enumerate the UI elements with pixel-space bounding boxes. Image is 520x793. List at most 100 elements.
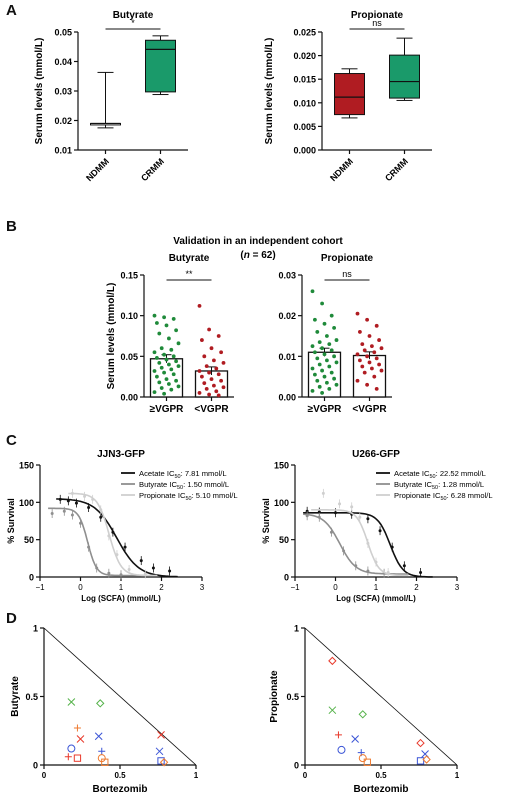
B-butyrate-point bbox=[162, 391, 167, 396]
C-JJN3-point bbox=[70, 491, 74, 495]
B-butyrate-point bbox=[152, 369, 157, 373]
C-JJN3-ytick-label-2: 100 bbox=[19, 498, 34, 508]
B-propionate-point bbox=[362, 370, 367, 375]
A-butyrate-sig-label: * bbox=[131, 18, 135, 28]
B-propionate-point bbox=[360, 342, 365, 347]
B-butyrate-point bbox=[216, 393, 221, 398]
B-propionate-point bbox=[332, 325, 336, 330]
B-butyrate-point bbox=[169, 367, 174, 372]
D-butyrate-point-diamond bbox=[96, 699, 105, 708]
B-propionate-point bbox=[317, 362, 322, 367]
B-propionate-point bbox=[322, 352, 327, 357]
C-JJN3-point bbox=[99, 508, 103, 512]
B-propionate-point bbox=[313, 372, 317, 377]
A-propionate-ylabel: Serum levels (mmol/L) bbox=[264, 38, 275, 145]
B-propionate-point bbox=[327, 364, 332, 369]
B-butyrate-point bbox=[200, 374, 204, 379]
C-U266-series-butyrate bbox=[303, 511, 409, 578]
C-JJN3-xtick-label-0: −1 bbox=[35, 583, 45, 592]
D-butyrate-point-square bbox=[101, 758, 109, 766]
D-butyrate-point-plus bbox=[73, 724, 81, 732]
B-butyrate-point bbox=[209, 377, 214, 382]
B-butyrate-point bbox=[164, 357, 169, 362]
D-propionate-point-diamond bbox=[416, 738, 425, 748]
B-butyrate-point bbox=[219, 350, 224, 355]
C-U266-point bbox=[317, 515, 321, 519]
B-propionate-point bbox=[329, 370, 334, 375]
A-propionate-ytick-label-2: 0.010 bbox=[293, 98, 316, 108]
B-butyrate-points-1 bbox=[197, 304, 226, 398]
B-butyrate-point bbox=[157, 380, 162, 385]
B-propionate-point bbox=[379, 346, 384, 351]
B-propionate-point bbox=[329, 313, 334, 318]
B-butyrate-point bbox=[152, 313, 157, 318]
B-propionate-point bbox=[325, 380, 329, 385]
B-butyrate-point bbox=[155, 374, 159, 379]
D-butyrate-point-plus bbox=[98, 747, 106, 755]
A-propionate-box-crmm bbox=[389, 37, 420, 101]
C-U266-point bbox=[342, 549, 346, 553]
B-propionate-point bbox=[334, 360, 339, 365]
D-propionate-ytick-label-0: 0 bbox=[294, 761, 299, 771]
C-U266-xtick-label-1: 0 bbox=[333, 583, 338, 592]
B-butyrate-point bbox=[164, 377, 169, 382]
D-butyrate-points bbox=[64, 698, 169, 767]
B-butyrate-title: Butyrate bbox=[169, 253, 210, 264]
B-propionate-point bbox=[374, 386, 379, 391]
A-propionate-iqr-box bbox=[334, 73, 365, 116]
A-butyrate-box-crmm bbox=[145, 35, 176, 96]
B-propionate-point bbox=[370, 366, 374, 371]
B-propionate-point bbox=[367, 334, 372, 338]
C-U266-ytick-label-3: 150 bbox=[274, 461, 289, 471]
C-JJN3-ytick-label-3: 150 bbox=[19, 461, 34, 471]
C-JJN3-point bbox=[66, 499, 70, 503]
D-butyrate-point-square bbox=[157, 757, 165, 765]
D-butyrate-ytick-label-2: 1 bbox=[33, 624, 38, 634]
C-JJN3-point bbox=[111, 530, 115, 534]
C-JJN3-xtick-label-2: 1 bbox=[119, 583, 124, 592]
A-butyrate-box-ndmm bbox=[90, 71, 121, 129]
D-propionate-point-plus bbox=[334, 731, 342, 739]
C-JJN3-point bbox=[151, 566, 155, 570]
A-butyrate-xtick-label-0: NDMM bbox=[84, 156, 111, 183]
D-butyrate-ylabel: Butyrate bbox=[10, 676, 21, 717]
B-propionate-point bbox=[370, 344, 374, 349]
B-propionate-point bbox=[313, 350, 317, 355]
C-U266-point bbox=[350, 505, 354, 509]
B-butyrate-point bbox=[214, 366, 219, 371]
A-butyrate-ytick-label-2: 0.03 bbox=[54, 87, 72, 97]
B-butyrate-point bbox=[176, 384, 181, 389]
D-propionate-xtick-label-0: 0 bbox=[303, 771, 308, 780]
C-JJN3-xtick-label-1: 0 bbox=[78, 583, 83, 592]
D-butyrate-chart: 0 0.5 1 Butyrate 0 0.5 1 Bortezomib bbox=[10, 624, 199, 793]
D-butyrate-additivity-line bbox=[43, 627, 197, 766]
B-propionate-point bbox=[315, 330, 320, 334]
D-propionate-xlabel: Bortezomib bbox=[354, 784, 409, 793]
B-propionate-ytick-label-3: 0.03 bbox=[278, 271, 296, 281]
B-butyrate-point bbox=[176, 341, 181, 346]
B-butyrate-ytick-label-1: 0.05 bbox=[120, 352, 138, 362]
panel-label-a: A bbox=[6, 2, 17, 19]
D-propionate-point-diamond bbox=[358, 710, 367, 719]
C-U266-point bbox=[354, 564, 358, 568]
C-JJN3-point bbox=[74, 501, 78, 505]
C-JJN3-point bbox=[87, 545, 91, 549]
D-propionate-point-square bbox=[416, 757, 425, 765]
C-JJN3-point bbox=[107, 571, 111, 575]
A-butyrate-iqr-box bbox=[145, 39, 176, 93]
A-propionate-xtick-label-0: NDMM bbox=[328, 156, 355, 183]
B-butyrate-point bbox=[157, 360, 162, 365]
D-propionate-xtick-label-1: 0.5 bbox=[375, 771, 387, 780]
C-JJN3-xtick-label-4: 3 bbox=[200, 583, 205, 592]
B-propionate-point bbox=[355, 378, 360, 383]
B-propionate-point bbox=[365, 382, 369, 387]
B-propionate-point bbox=[365, 354, 369, 359]
D-butyrate-xlabel: Bortezomib bbox=[93, 784, 148, 793]
C-U266-ytick-label-2: 100 bbox=[274, 498, 289, 508]
B-propionate-point bbox=[320, 301, 324, 306]
C-U266-point bbox=[402, 564, 406, 568]
